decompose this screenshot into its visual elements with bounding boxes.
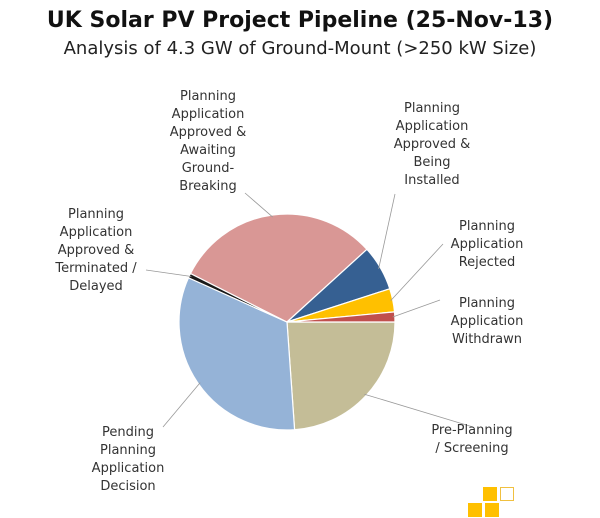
chart-title: UK Solar PV Project Pipeline (25-Nov-13) [46,8,554,33]
pie-slice-pending [178,276,296,431]
slice-label-pending: Pending Planning Application Decision [92,425,165,494]
pie-slice-pre_planning [286,321,396,431]
slice-label-pre_planning: Pre-Planning / Screening [431,423,512,456]
leader-line-awaiting [244,192,273,218]
leader-line-terminated [145,269,192,277]
pie-slice-withdrawn [286,311,396,323]
leader-line-pre_planning [364,393,474,428]
logo-square-4 [485,503,499,517]
slice-label-withdrawn: Planning Application Withdrawn [451,296,524,347]
leader-line-rejected [390,243,444,301]
slice-label-being_installed: Planning Application Approved & Being Instal… [394,101,471,188]
slice-label-rejected: Planning Application Rejected [451,219,524,270]
slice-label-awaiting: Planning Application Approved & Awaiting Gro… [170,89,247,194]
chart-subtitle: Analysis of 4.3 GW of Ground-Mount (>250… [63,38,537,59]
logo-square-2 [500,487,514,501]
leader-line-withdrawn [392,299,441,318]
logo-square-1 [483,487,497,501]
pie-slice-awaiting [189,213,368,323]
slice-label-terminated: Planning Application Approved & Terminated … [54,207,137,294]
leader-line-being_installed [378,193,396,269]
leader-line-pending [162,382,201,428]
logo-square-3 [468,503,482,517]
